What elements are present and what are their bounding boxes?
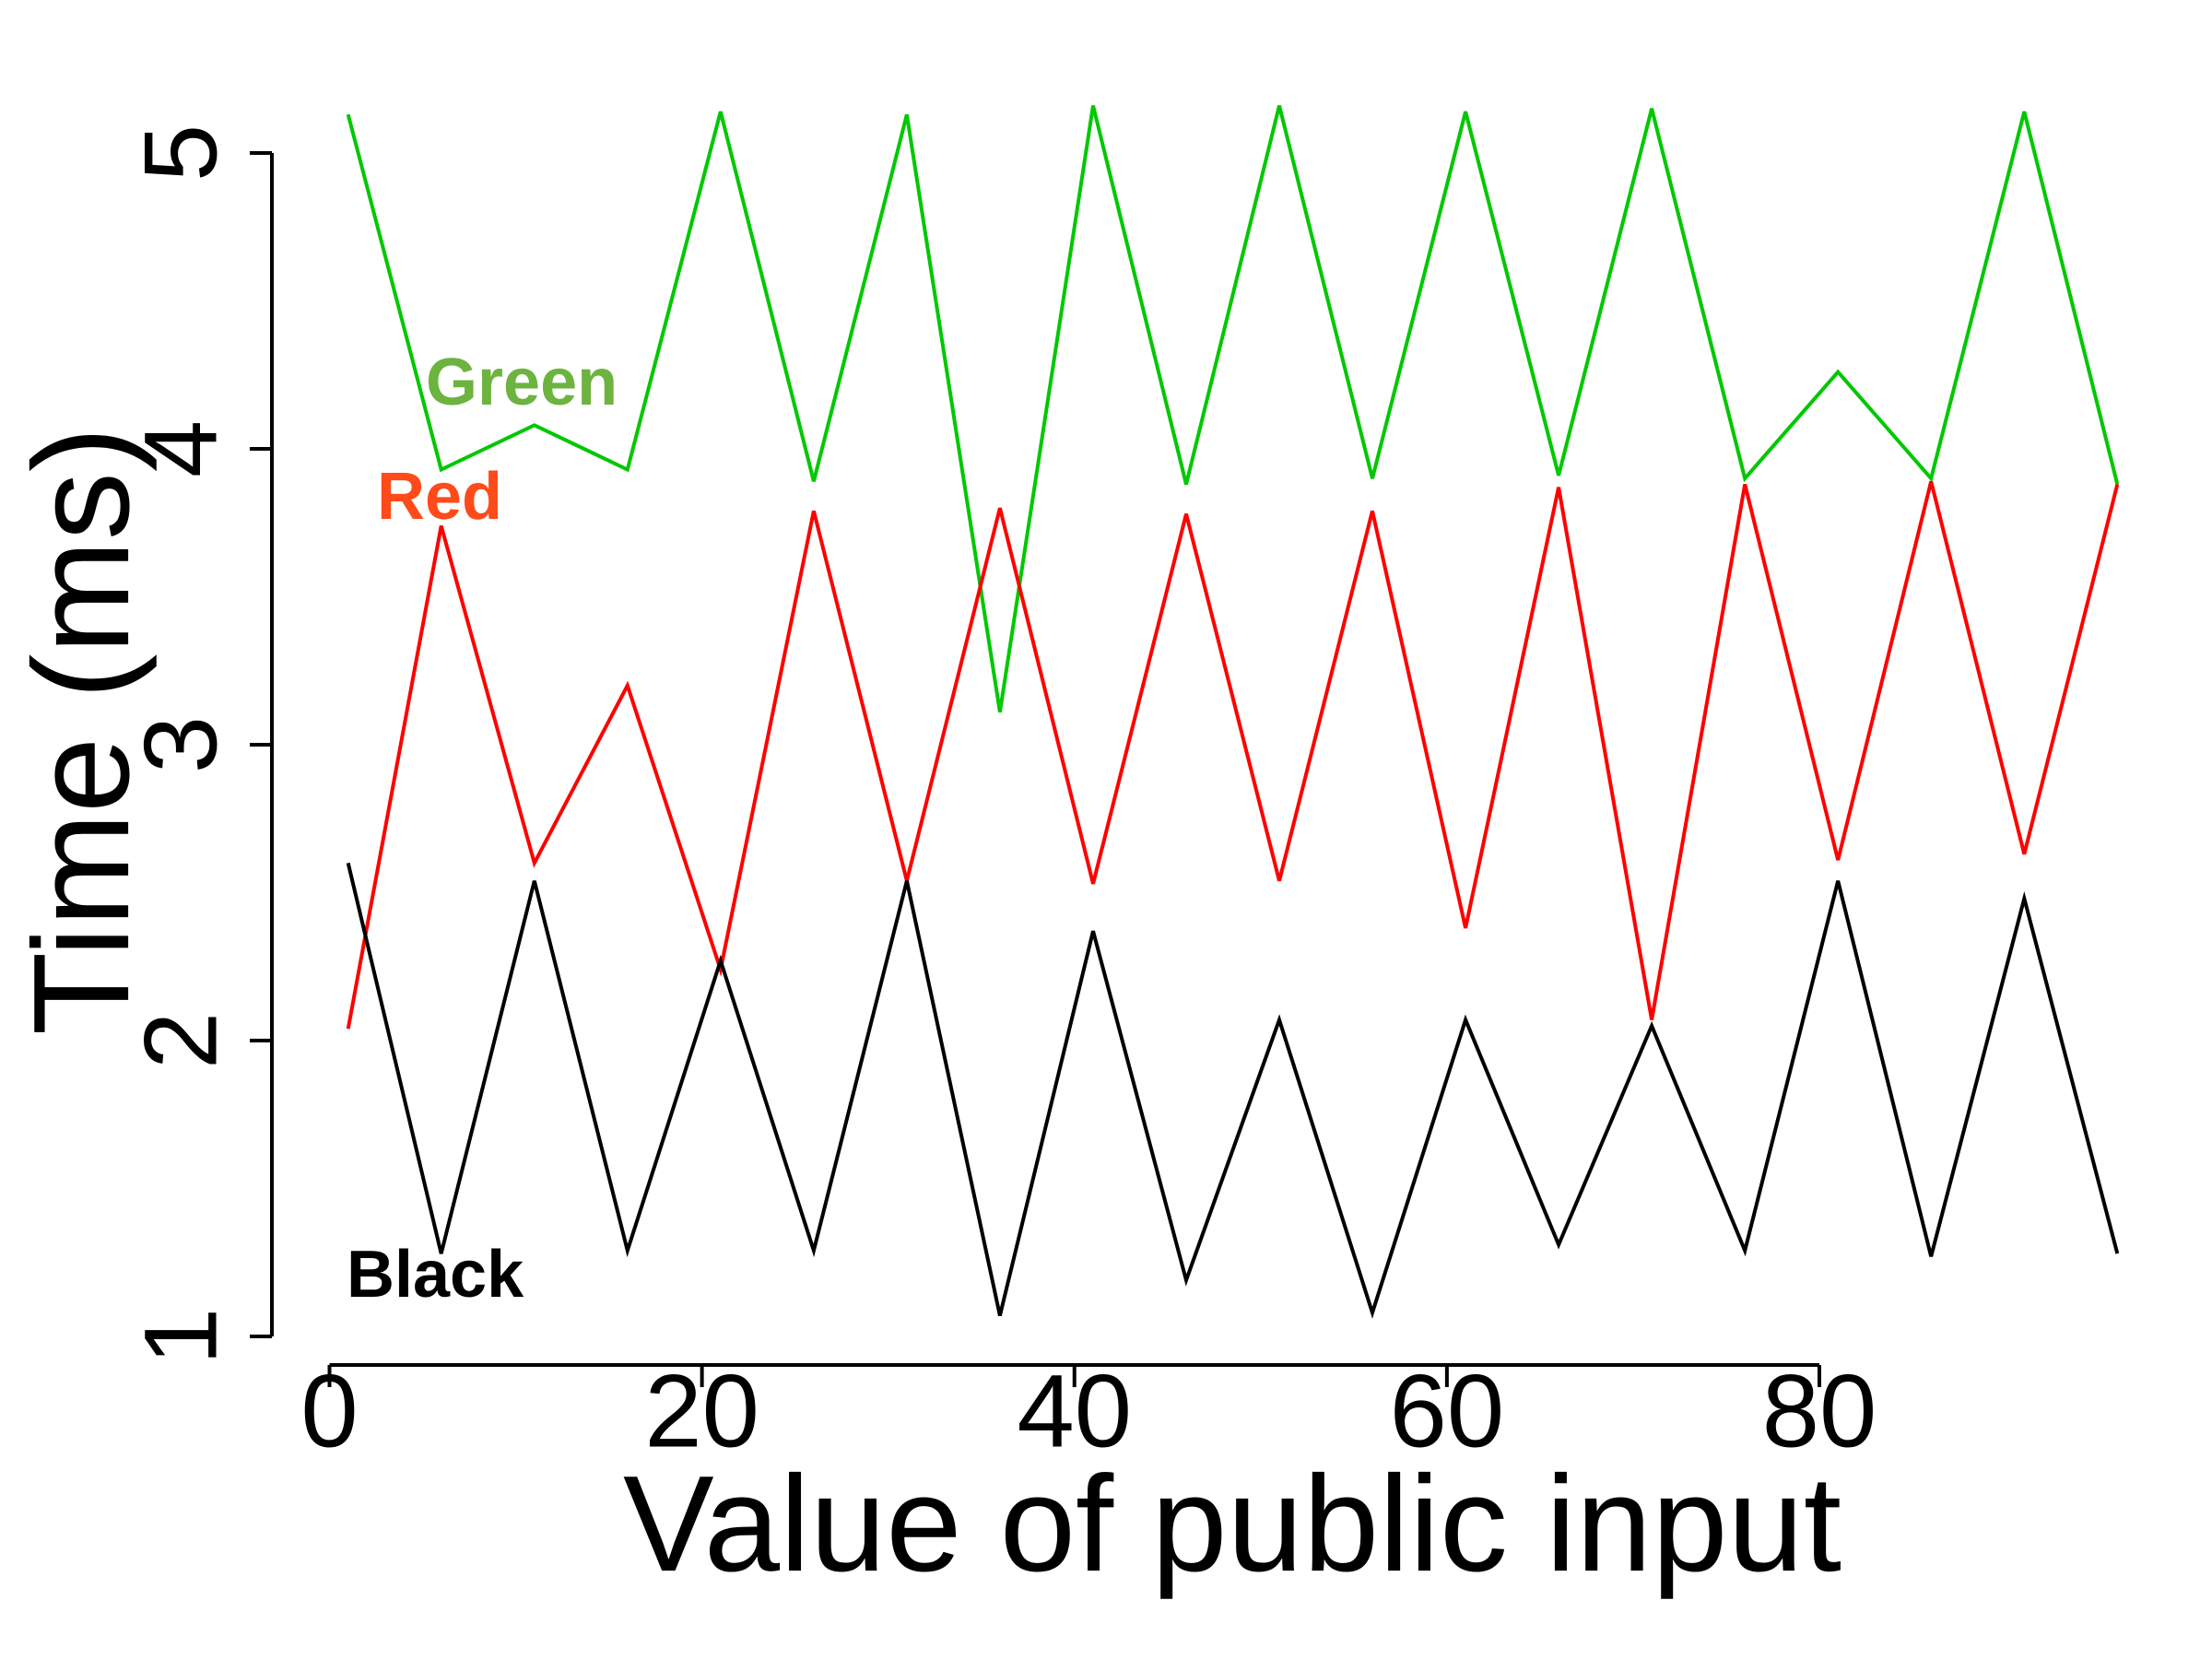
series-line [346,480,2120,1030]
y-tick-label: 4 [124,420,239,477]
y-tick-label: 5 [124,124,239,182]
x-tick-label: 60 [1390,1354,1505,1469]
x-tick-label: 0 [300,1354,358,1469]
series-line [346,862,2120,1319]
y-tick-label: 3 [124,716,239,773]
series-label: Green [426,346,618,419]
series-label: Black [347,1238,524,1312]
x-tick-label: 20 [644,1354,759,1469]
series-line [346,105,2120,713]
x-tick-label: 80 [1762,1354,1877,1469]
y-axis-title: Time (ms) [6,427,158,1035]
y-tick-label: 1 [124,1308,239,1365]
series-label: Red [377,460,502,534]
y-tick-label: 2 [124,1012,239,1069]
x-tick-label: 40 [1017,1354,1132,1469]
x-axis-title: Value of public input [623,1448,1841,1600]
